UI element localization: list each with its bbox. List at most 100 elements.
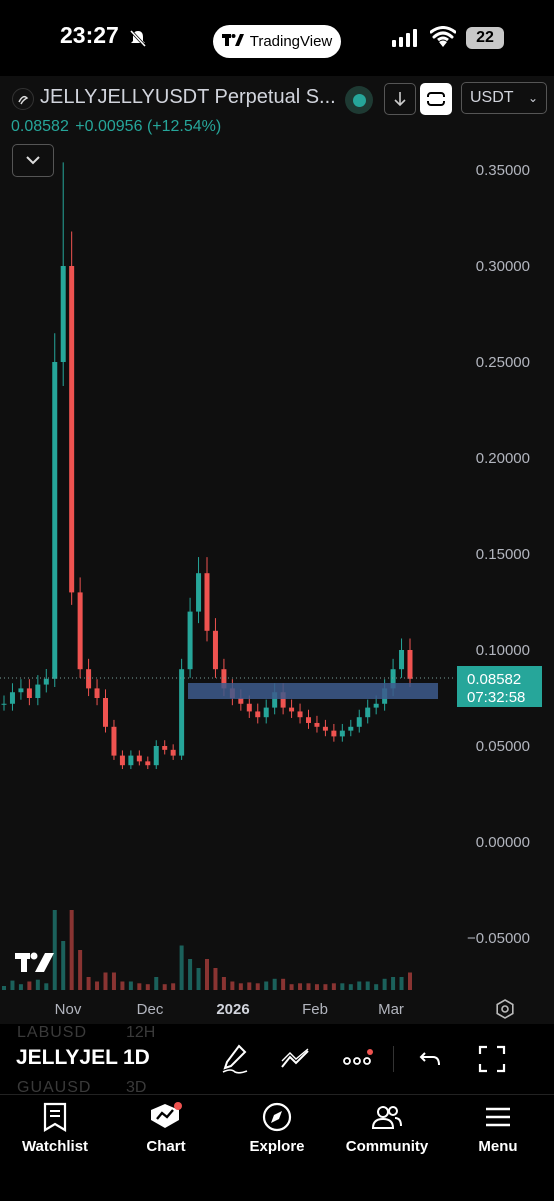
last-price: 0.08582 [11, 118, 69, 135]
candle-body [280, 692, 286, 708]
nav-menu[interactable]: Menu [443, 1100, 553, 1155]
price-change: +0.00956 [75, 118, 143, 135]
current-price-countdown: 07:32:58 [467, 689, 525, 706]
volume-bar [95, 981, 100, 990]
toolbar-interval[interactable]: 1D [123, 1046, 150, 1069]
arrow-down-icon [394, 92, 406, 107]
toolbar-symbol[interactable]: JELLYJEL [16, 1046, 118, 1069]
candle-body [9, 692, 15, 704]
volume-bar [18, 984, 23, 990]
bell-slash-icon [128, 28, 148, 53]
candle-body [297, 711, 303, 718]
tradingview-pill-label: TradingView [249, 33, 333, 50]
candle-body [196, 573, 202, 612]
candlestick-chart[interactable]: 0.35000 0.30000 0.25000 0.20000 0.15000 0.100… [0, 76, 554, 1024]
price-axis-label: 0.00000 [476, 834, 530, 851]
volume-bar [188, 959, 193, 990]
volume-bar [61, 941, 66, 990]
drawing-pen-icon[interactable] [218, 1042, 252, 1076]
indicators-icon[interactable] [279, 1042, 313, 1076]
more-options-icon[interactable] [341, 1042, 375, 1076]
status-time: 23:27 [60, 22, 119, 48]
time-axis-label: Nov [55, 1001, 82, 1018]
nav-community-label: Community [345, 1138, 429, 1155]
volume-bar [111, 972, 116, 990]
faded-interval-below: 3D [126, 1079, 147, 1096]
cellular-signal-icon [392, 29, 418, 52]
candle-body [103, 698, 108, 727]
candle-body [289, 707, 295, 712]
volume-bar [196, 968, 201, 990]
tradingview-pill[interactable]: TradingView [213, 25, 341, 58]
volume-bar [247, 982, 252, 990]
time-axis-label: Dec [137, 1001, 164, 1018]
nav-watchlist[interactable]: Watchlist [0, 1100, 110, 1155]
toolbar-divider [393, 1046, 394, 1072]
candle-body [1, 703, 7, 705]
volume-bar [128, 981, 133, 990]
chevron-down-icon: ⌄ [527, 91, 538, 105]
nav-community[interactable]: Community [332, 1100, 442, 1155]
candle-body [221, 669, 227, 689]
candle-body [136, 755, 142, 762]
volume-bar [44, 983, 49, 990]
price-axis-label: 0.20000 [476, 450, 530, 467]
candle-body [255, 711, 261, 718]
candle-body [339, 730, 345, 737]
nav-explore-label: Explore [249, 1138, 305, 1155]
candle-body [18, 688, 24, 693]
candle-body [204, 573, 210, 631]
volume-bar [391, 977, 396, 990]
volume-bar [238, 983, 243, 990]
volume-bar [52, 910, 57, 990]
price-change-pct: (+12.54%) [146, 118, 222, 135]
candle-body [94, 688, 100, 698]
volume-bar [162, 984, 167, 990]
download-button[interactable] [384, 83, 416, 115]
volume-bar [399, 977, 404, 990]
volume-bar [179, 945, 184, 990]
volume-bar [272, 978, 277, 990]
settings-gear-icon[interactable] [496, 999, 514, 1019]
volume-bar [365, 981, 370, 990]
faded-symbol-below: GUAUSD [17, 1079, 92, 1096]
nav-explore[interactable]: Explore [222, 1100, 332, 1155]
candle-body [399, 650, 405, 670]
currency-select[interactable]: USDT ⌄ [461, 82, 547, 114]
tradingview-logo-icon [221, 33, 244, 51]
volume-bar [145, 984, 150, 990]
candle-body [314, 722, 320, 727]
people-icon [332, 1100, 442, 1134]
symbol-title[interactable]: JELLYJELLYUSDT Perpetual S... [40, 86, 336, 108]
faded-symbol-above: LABUSD [17, 1024, 88, 1041]
candle-body [145, 761, 151, 766]
candle-body [212, 630, 218, 670]
nav-chart[interactable]: Chart [111, 1100, 221, 1155]
undo-icon[interactable] [413, 1042, 447, 1076]
tradingview-watermark-icon [15, 951, 55, 978]
price-axis-label: −0.05000 [467, 930, 530, 947]
price-axis-label: 0.15000 [476, 546, 530, 563]
market-status-icon[interactable] [345, 86, 373, 114]
nav-watchlist-label: Watchlist [21, 1138, 89, 1155]
chart-area[interactable] [0, 76, 554, 1024]
current-price-tag [457, 666, 542, 707]
collapse-legend-button[interactable] [12, 144, 54, 177]
market-status-dot [352, 93, 366, 107]
volume-bar [69, 910, 74, 990]
volume-bar [357, 981, 362, 990]
candle-body [153, 746, 159, 766]
bottom-navigation [0, 1094, 554, 1201]
wifi-icon [429, 26, 457, 53]
compare-button[interactable] [420, 83, 452, 115]
volume-bar [298, 983, 303, 990]
price-axis-label: 0.35000 [476, 162, 530, 179]
candle-body [170, 749, 176, 756]
volume-bar [255, 983, 260, 990]
time-axis-label: 2026 [216, 1001, 249, 1018]
volume-bar [171, 983, 176, 990]
fullscreen-icon[interactable] [475, 1042, 509, 1076]
volume-bar [306, 983, 311, 990]
volume-bar [10, 980, 15, 990]
candle-body [322, 726, 328, 731]
